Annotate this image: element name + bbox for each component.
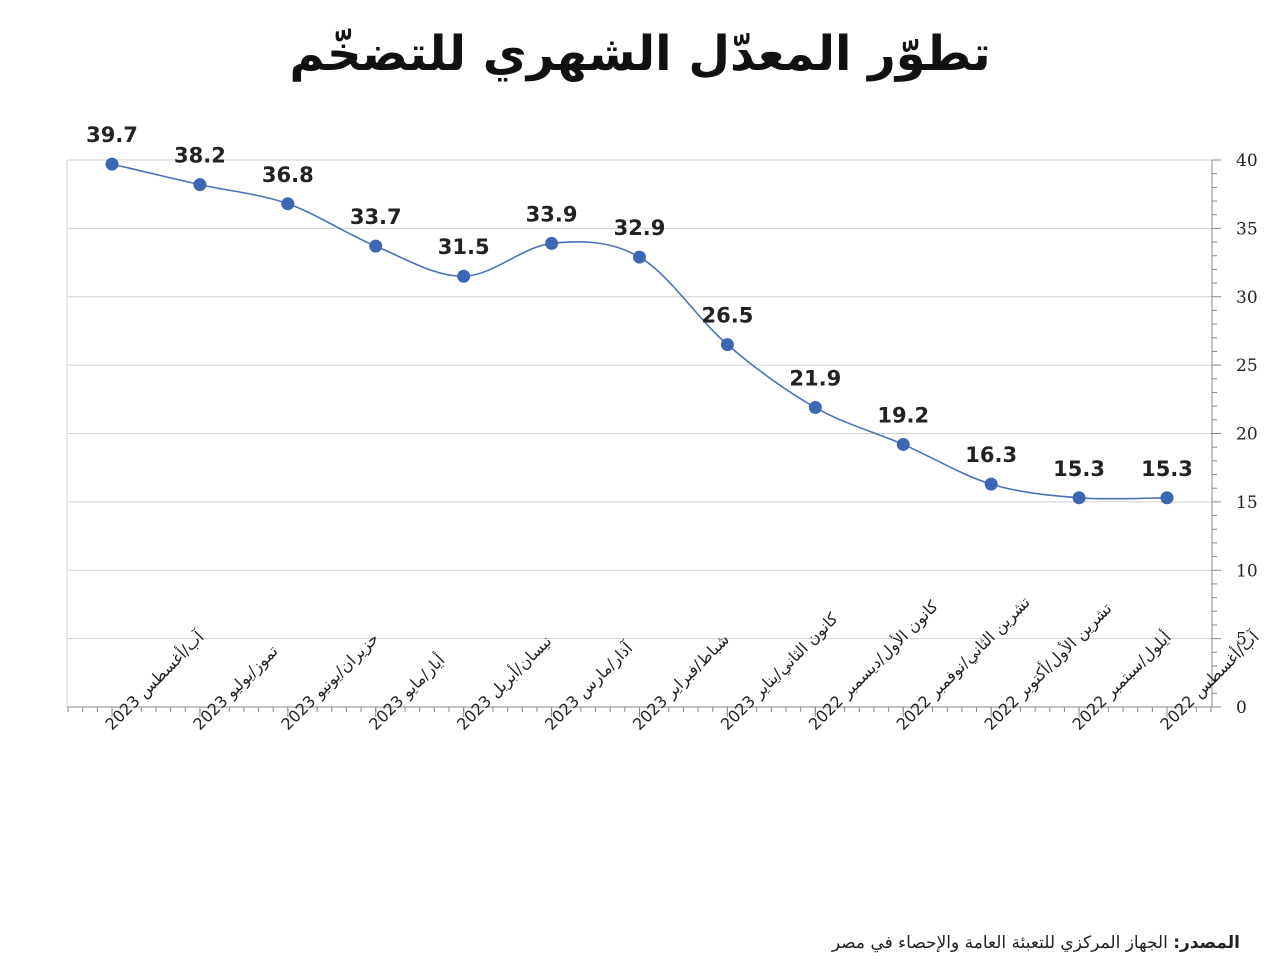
- chart-title: تطوّر المعدّل الشهري للتضخّم: [289, 26, 991, 82]
- data-point: [105, 157, 119, 171]
- y-tick-label: 30: [1236, 288, 1258, 308]
- data-label: 38.2: [174, 144, 226, 168]
- data-label: 21.9: [789, 367, 841, 391]
- y-tick-label: 35: [1236, 219, 1258, 239]
- x-tick-label: نيسان/أبريل 2023: [452, 631, 556, 735]
- y-tick-label: 0: [1236, 698, 1247, 718]
- y-tick-label: 15: [1236, 493, 1258, 513]
- data-label: 19.2: [877, 403, 929, 427]
- x-tick-label: آذار/مارس 2023: [541, 638, 638, 735]
- data-labels: 39.7 38.2 36.8 33.7 31.5 33.9 32.9 26.5 21.9 19.2…: [86, 123, 1193, 481]
- data-point: [369, 239, 383, 253]
- data-label: 33.7: [350, 205, 402, 229]
- x-tick-label: تموز/يوليو 2023: [189, 641, 282, 734]
- data-point: [896, 437, 910, 451]
- grid-lines: [66, 159, 1213, 708]
- data-point: [1160, 491, 1174, 505]
- source-label: المصدر:: [1173, 933, 1240, 953]
- data-point: [984, 477, 998, 491]
- data-point: [720, 338, 734, 352]
- data-points: [105, 157, 1174, 505]
- data-label: 26.5: [702, 304, 754, 328]
- data-point: [281, 197, 295, 211]
- data-point: [457, 269, 471, 283]
- y-tick-label: 40: [1236, 151, 1258, 171]
- data-point: [808, 401, 822, 415]
- y-tick-label: 25: [1236, 356, 1258, 376]
- source-text: الجهاز المركزي للتعبئة العامة والإحصاء ف…: [831, 933, 1168, 953]
- data-point: [545, 236, 559, 250]
- data-point: [633, 250, 646, 264]
- data-label: 36.8: [262, 163, 314, 187]
- data-label: 39.7: [86, 123, 138, 147]
- data-label: 15.3: [1141, 457, 1193, 481]
- y-axis: 0 5 10 15 20 25 30 35 40: [1211, 151, 1258, 718]
- data-label: 33.9: [526, 202, 578, 226]
- x-tick-label: أيار/مايو 2023: [364, 650, 449, 735]
- data-label: 16.3: [965, 443, 1017, 467]
- data-label: 32.9: [614, 216, 666, 240]
- source-note: المصدر: الجهاز المركزي للتعبئة العامة وا…: [832, 933, 1240, 953]
- x-axis: [67, 706, 1212, 717]
- y-tick-label: 5: [1236, 630, 1247, 650]
- data-label: 31.5: [438, 235, 490, 259]
- y-tick-label: 10: [1236, 561, 1258, 581]
- data-point: [193, 178, 207, 192]
- y-tick-label: 20: [1236, 425, 1258, 445]
- data-point: [1072, 491, 1086, 505]
- data-label: 15.3: [1053, 457, 1105, 481]
